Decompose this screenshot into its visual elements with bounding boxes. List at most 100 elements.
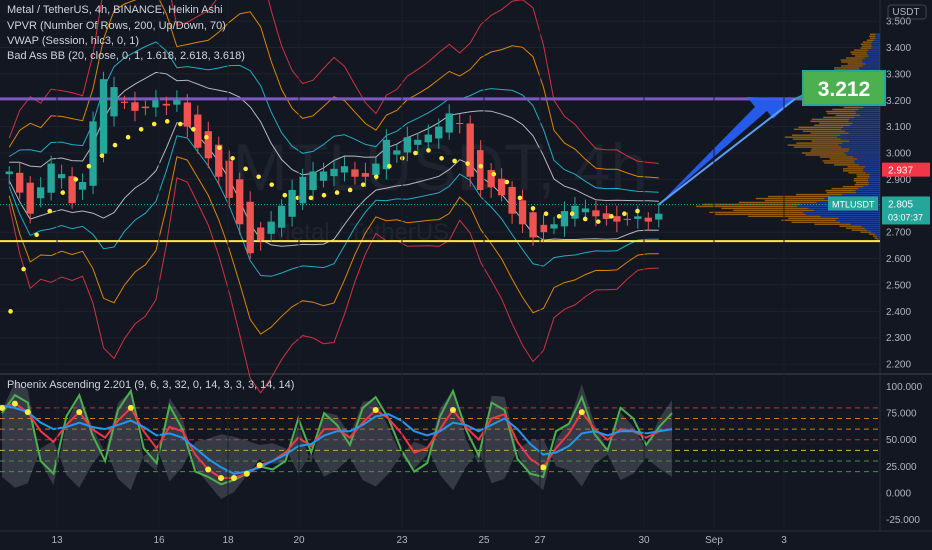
vp-bar-up xyxy=(856,191,880,194)
vp-bar-down xyxy=(791,134,841,136)
candle-body xyxy=(497,178,506,196)
candle-body xyxy=(508,186,516,214)
vp-bar-up xyxy=(871,47,880,49)
sar-dot xyxy=(622,211,627,217)
vp-bar-down xyxy=(825,110,856,113)
vp-bar-up xyxy=(861,225,880,227)
candle-body xyxy=(581,208,590,213)
candle xyxy=(508,181,516,224)
sar-dot xyxy=(635,208,640,214)
candle-body xyxy=(393,150,401,155)
vp-bar-up xyxy=(852,156,880,158)
vp-bar-up xyxy=(859,67,880,69)
vp-bar-up xyxy=(868,49,880,51)
vp-bar-down xyxy=(869,35,876,37)
last-price-tag xyxy=(882,196,930,225)
candle xyxy=(110,76,118,127)
candle xyxy=(361,162,370,188)
vp-bar-up xyxy=(864,57,880,59)
candle xyxy=(298,169,307,211)
candle xyxy=(539,214,548,243)
indicator-legend-vwap[interactable]: VWAP (Session, hlc3, 0, 1) xyxy=(7,35,140,47)
candle-body xyxy=(162,103,171,106)
vp-bar-down xyxy=(819,122,853,125)
vp-bar-up xyxy=(858,187,880,190)
candle-body xyxy=(477,150,485,190)
candle xyxy=(194,105,202,154)
candle xyxy=(16,162,24,200)
vp-bar-down xyxy=(793,146,842,148)
sar-dot xyxy=(151,121,157,127)
vp-bar-up xyxy=(875,35,880,37)
candle xyxy=(655,203,663,228)
vp-bar-up xyxy=(865,166,880,168)
vp-bar-down xyxy=(870,33,876,35)
band-line xyxy=(8,156,659,335)
vp-bar-up xyxy=(876,235,880,237)
vp-bar-down xyxy=(787,144,839,146)
candle-body xyxy=(68,176,76,204)
candle xyxy=(131,91,139,122)
vp-bar-up xyxy=(855,189,880,192)
candle-body xyxy=(518,200,527,225)
candle-body xyxy=(372,163,380,175)
vp-bar-up xyxy=(869,174,880,176)
candle-body xyxy=(445,113,453,133)
candle xyxy=(613,205,621,233)
candle-body xyxy=(382,139,391,170)
price-tick-label: 3.000 xyxy=(886,149,911,160)
candle xyxy=(26,176,34,224)
vp-bar-up xyxy=(868,183,880,186)
indicator-legend-vpvr[interactable]: VPVR (Number Of Rows, 200, Up/Down, 70) xyxy=(7,20,226,32)
candle-body xyxy=(47,163,55,193)
time-tick-label: 13 xyxy=(51,535,63,546)
sar-dot xyxy=(73,177,79,182)
candle xyxy=(340,156,349,182)
candle xyxy=(351,161,359,185)
candle xyxy=(560,201,569,237)
candle xyxy=(445,104,453,140)
vp-bar-down xyxy=(802,130,846,132)
osc-tick-label: 25.000 xyxy=(886,462,917,473)
candle xyxy=(466,115,474,187)
candle-body xyxy=(466,123,474,177)
sar-dot xyxy=(99,153,105,158)
vp-bar-up xyxy=(875,37,880,39)
candle xyxy=(330,160,338,186)
sar-dot xyxy=(595,219,601,224)
currency-label: USDT xyxy=(892,7,919,18)
candle xyxy=(414,132,422,155)
candle xyxy=(257,222,265,251)
vp-bar-down xyxy=(733,209,815,212)
time-tick-label: 23 xyxy=(396,535,408,546)
candle-body xyxy=(267,221,275,234)
sar-dot xyxy=(465,161,470,166)
candle-body xyxy=(424,134,432,143)
candle-body xyxy=(120,101,129,103)
sar-dot xyxy=(282,192,288,198)
osc-signal-dot xyxy=(218,474,225,481)
vp-bar-up xyxy=(854,160,880,162)
vp-bar-up xyxy=(868,55,880,57)
price-tick-label: 3.200 xyxy=(886,96,911,107)
vp-bar-down xyxy=(866,39,875,41)
symbol-title[interactable]: Metal / TetherUS, 4h, BINANCE, Heikin As… xyxy=(7,4,223,16)
vp-bar-down xyxy=(842,168,864,170)
sar-dot xyxy=(125,134,131,140)
vp-bar-up xyxy=(840,221,880,223)
sar-dot xyxy=(491,171,497,177)
osc-signal-dot xyxy=(243,470,250,477)
candle-body xyxy=(340,166,349,173)
indicator-legend-bb[interactable]: Bad Ass BB (20, close, 0, 1, 1.618, 2.61… xyxy=(7,50,245,62)
sar-dot xyxy=(86,163,92,169)
candle xyxy=(592,200,600,227)
vp-bar-down xyxy=(843,170,864,172)
oscillator-legend[interactable]: Phoenix Ascending 2.201 (9, 6, 3, 32, 0,… xyxy=(7,379,295,391)
osc-signal-dot xyxy=(230,474,237,481)
candle xyxy=(319,162,328,188)
vp-bar-up xyxy=(840,138,880,140)
vp-bar-up xyxy=(856,112,880,115)
vp-bar-up xyxy=(860,114,880,117)
